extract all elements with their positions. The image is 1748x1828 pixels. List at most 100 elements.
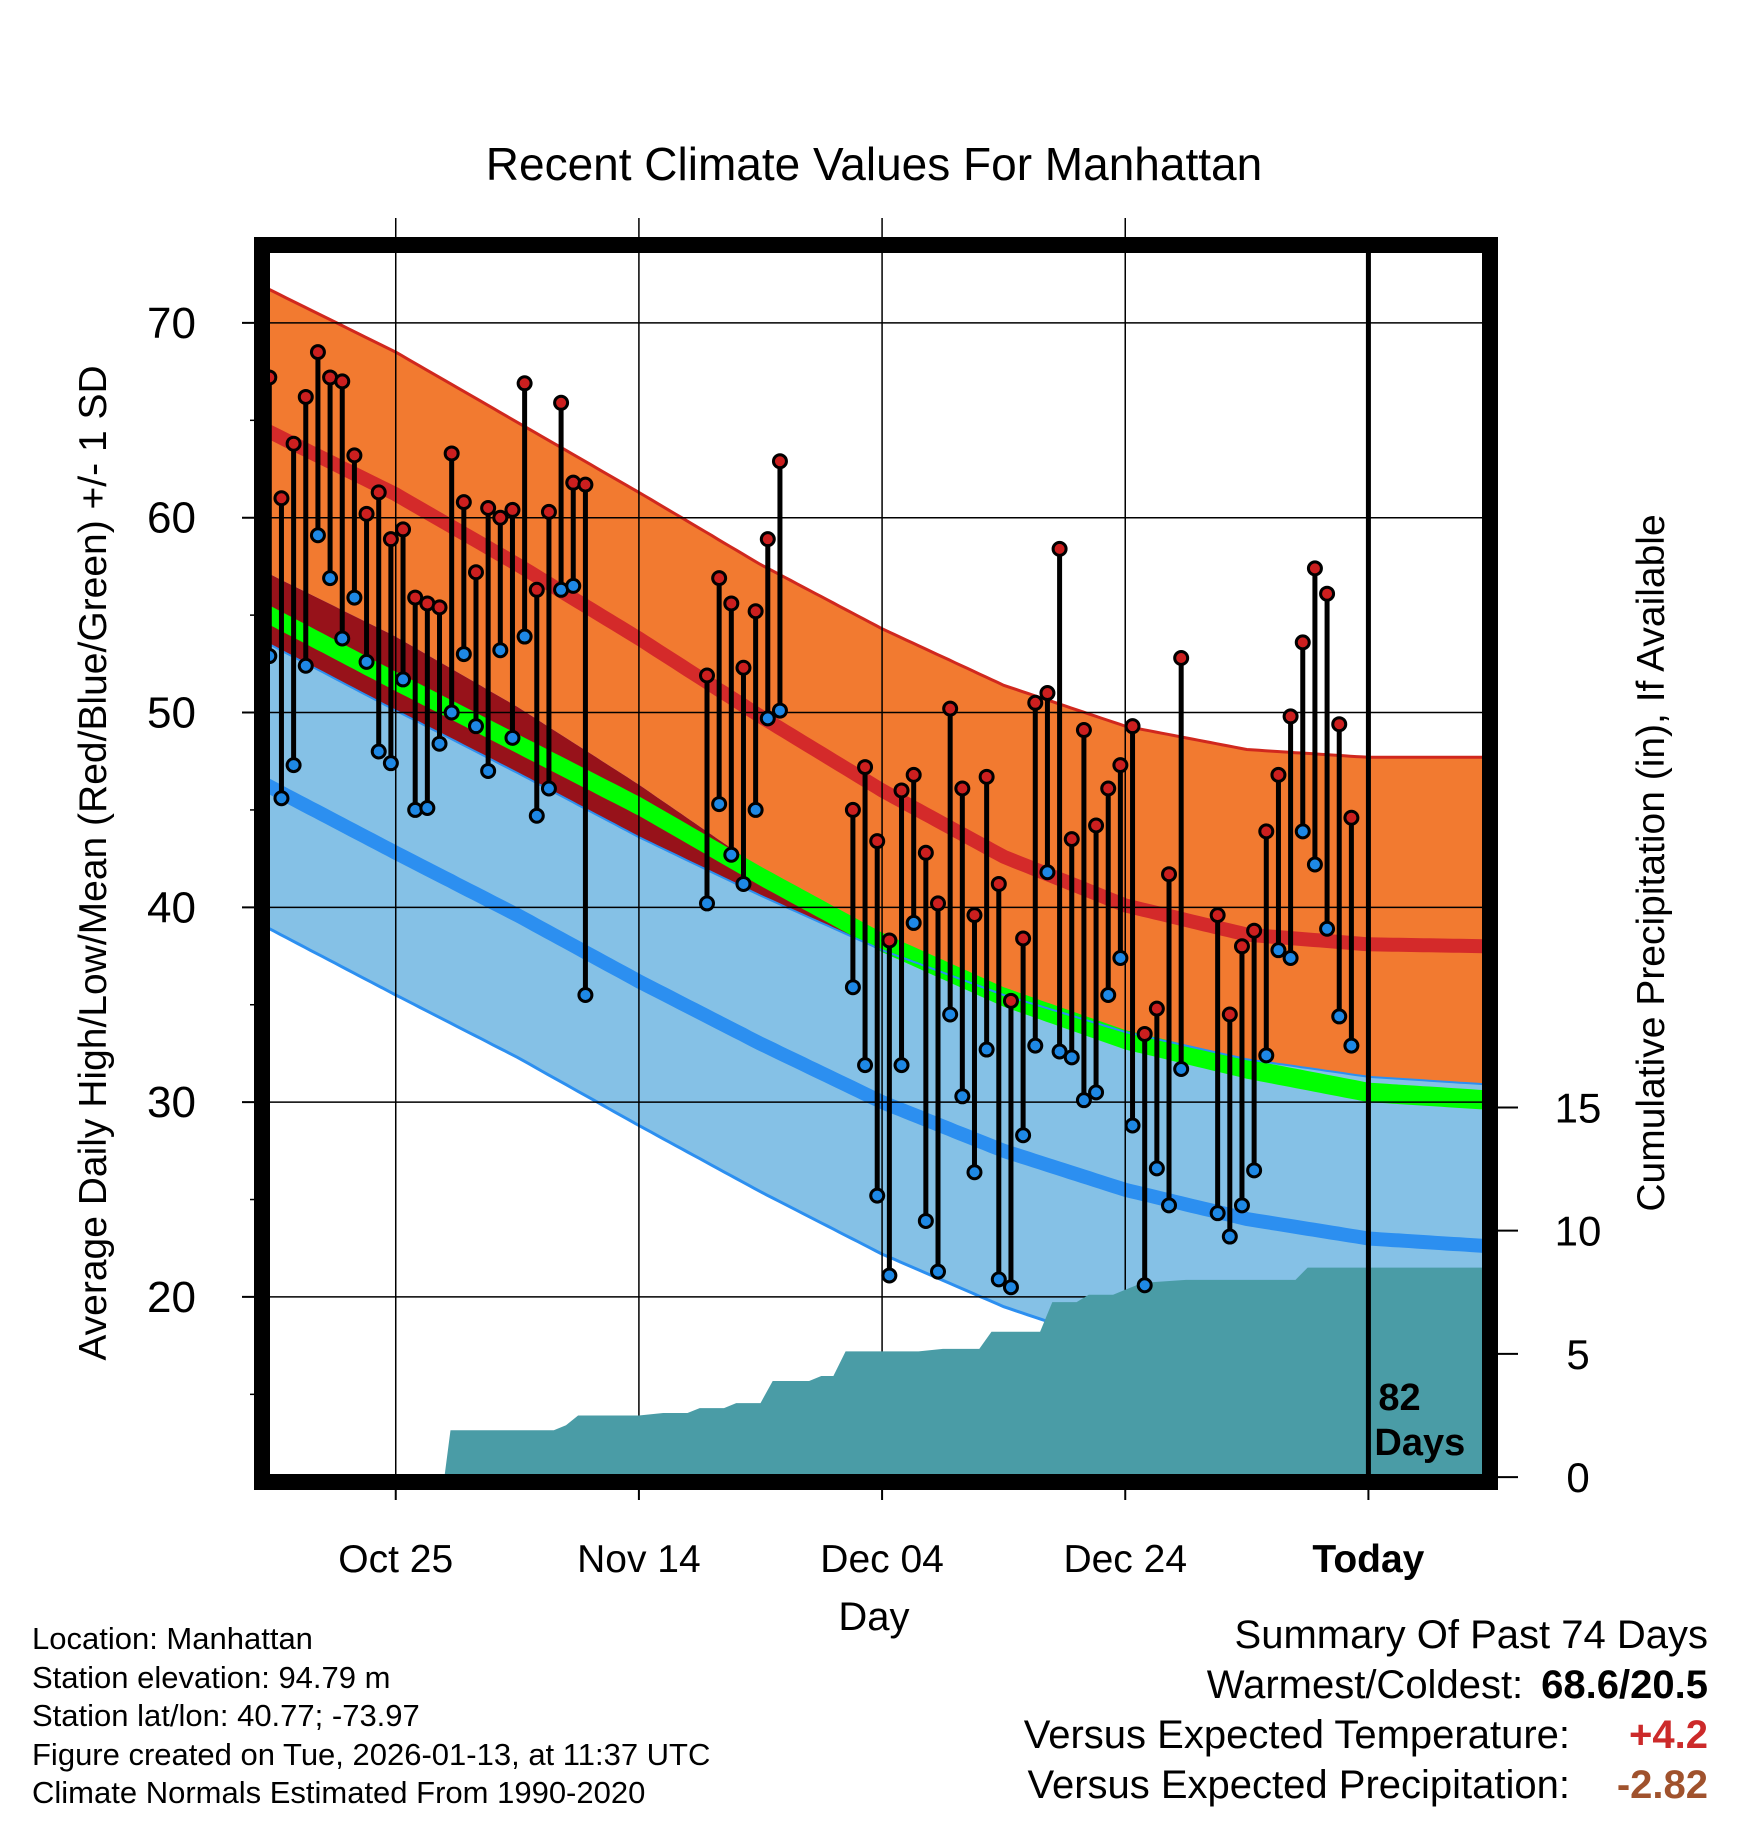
daily-low-point [698, 895, 715, 912]
daily-high-point [358, 505, 375, 522]
warmest-coldest-label: Warmest/Coldest: [1206, 1663, 1524, 1707]
daily-low-point [1039, 864, 1056, 881]
daily-low-point [735, 875, 752, 892]
daily-low-point [1343, 1037, 1360, 1054]
daily-high-point [382, 531, 399, 548]
daily-high-point [528, 581, 545, 598]
daily-low-point [1331, 1008, 1348, 1025]
daily-low-point [1319, 920, 1336, 937]
y2-tick-label: 5 [1566, 1331, 1589, 1378]
daily-high-point [504, 501, 521, 518]
y-tick-label: 40 [147, 883, 196, 932]
daily-low-point [942, 1006, 959, 1023]
daily-high-point [857, 759, 874, 776]
y-tick-label: 60 [147, 494, 196, 543]
daily-low-point [1148, 1160, 1165, 1177]
observations [262, 344, 1360, 1296]
daily-low-point [893, 1057, 910, 1074]
daily-low-point [1088, 1084, 1105, 1101]
daily-high-point [1100, 780, 1117, 797]
y-tick-label: 20 [147, 1273, 196, 1322]
daily-low-point [1124, 1117, 1141, 1134]
daily-low-point [480, 762, 497, 779]
daily-low-point [565, 577, 582, 594]
daily-high-point [735, 659, 752, 676]
x-tick-label: Dec 24 [1063, 1538, 1187, 1581]
summary-panel: Summary Of Past 74 Days Warmest/Coldest:… [1024, 1610, 1708, 1810]
daily-high-point [954, 780, 971, 797]
daily-low-point [905, 914, 922, 931]
daily-low-point [516, 628, 533, 645]
x-tick-label: Today [1312, 1538, 1424, 1581]
precip-anomaly-label: Versus Expected Precipitation: [1027, 1763, 1570, 1807]
daily-low-point [285, 757, 302, 774]
daily-low-point [346, 589, 363, 606]
daily-high-point [1002, 992, 1019, 1009]
daily-high-point [711, 570, 728, 587]
daily-high-point [1246, 922, 1263, 939]
daily-high-point [1027, 694, 1044, 711]
daily-high-point [1112, 757, 1129, 774]
daily-low-point [1221, 1228, 1238, 1245]
location-text: Location: Manhattan [32, 1621, 313, 1656]
daily-low-point [322, 570, 339, 587]
daily-low-point [1136, 1277, 1153, 1294]
daily-low-point [990, 1271, 1007, 1288]
daily-high-point [1136, 1025, 1153, 1042]
daily-low-point [455, 646, 472, 663]
warmest-coldest-row: Warmest/Coldest: 68.6/20.5 [1024, 1660, 1708, 1710]
precip-cumulative-area [444, 1267, 1490, 1478]
daily-high-point [990, 875, 1007, 892]
daily-low-point [273, 790, 290, 807]
x-tick-label: Dec 04 [820, 1538, 944, 1581]
daily-high-point [553, 394, 570, 411]
daily-high-point [844, 801, 861, 818]
y2-tick-label: 10 [1555, 1208, 1602, 1255]
daily-high-point [917, 844, 934, 861]
daily-low-point [966, 1164, 983, 1181]
plot-frame [254, 237, 1498, 1490]
daily-high-point [1063, 831, 1080, 848]
daily-high-point [1088, 817, 1105, 834]
daily-high-point [346, 447, 363, 464]
daily-low-point [528, 807, 545, 824]
daily-low-point [1270, 942, 1287, 959]
daily-low-point [1161, 1197, 1178, 1214]
y-axis-label: Average Daily High/Low/Mean (Red/Blue/Gr… [72, 365, 115, 1360]
elevation-text: Station elevation: 94.79 m [32, 1659, 391, 1695]
y2-axis-label: Cumulative Precipitation (in), If Availa… [1630, 514, 1673, 1211]
daily-high-point [1209, 907, 1226, 924]
daily-high-point [942, 700, 959, 717]
created-text: Figure created on Tue, 2026-01-13, at 11… [32, 1736, 711, 1772]
daily-high-point [869, 833, 886, 850]
daily-low-point [1027, 1037, 1044, 1054]
daily-low-point [419, 799, 436, 816]
daily-high-point [1343, 809, 1360, 826]
daily-high-point [334, 373, 351, 390]
daily-low-point [1112, 949, 1129, 966]
daily-high-point [1075, 722, 1092, 739]
daily-high-point [1124, 718, 1141, 735]
daily-high-point [540, 503, 557, 520]
today-days-label: Days [1374, 1422, 1465, 1464]
daily-high-point [905, 766, 922, 783]
daily-high-point [1148, 1000, 1165, 1017]
daily-low-point [1233, 1197, 1250, 1214]
daily-low-point [577, 986, 594, 1003]
daily-high-point [1039, 685, 1056, 702]
station-info: Location: Manhattan Station elevation: 9… [32, 1620, 710, 1813]
daily-low-point [492, 642, 509, 659]
daily-low-point [443, 704, 460, 721]
daily-low-point [917, 1212, 934, 1229]
daily-low-point [334, 630, 351, 647]
daily-low-point [358, 653, 375, 670]
daily-high-point [297, 388, 314, 405]
temp-anomaly-label: Versus Expected Temperature: [1023, 1713, 1570, 1757]
daily-low-point [1282, 949, 1299, 966]
daily-low-point [1075, 1092, 1092, 1109]
daily-low-point [540, 780, 557, 797]
daily-high-point [1331, 716, 1348, 733]
daily-high-point [1294, 634, 1311, 651]
